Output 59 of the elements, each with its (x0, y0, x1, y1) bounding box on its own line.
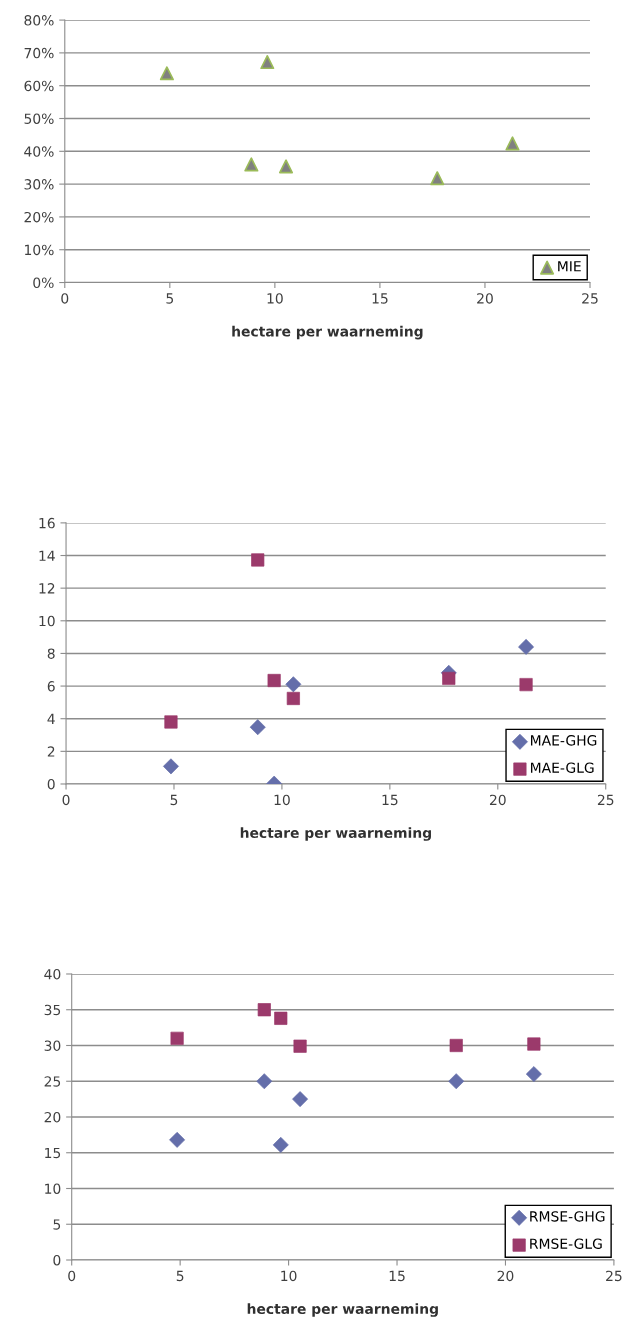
x-tick-label: 25 (606, 1270, 622, 1282)
x-tick-label: 10 (274, 794, 290, 806)
x-tick-label: 0 (61, 293, 69, 304)
y-tick-label: 35 (44, 1004, 61, 1016)
y-tick-label: 60% (24, 80, 54, 92)
x-tick-label: 25 (597, 794, 614, 806)
x-axis-title: hectare per waarneming (232, 325, 423, 340)
y-tick-label: 40 (44, 968, 61, 980)
x-tick-label: 20 (489, 794, 506, 806)
point (244, 157, 259, 172)
y-tick-label: 16 (39, 517, 55, 529)
x-tick-label: 15 (382, 794, 398, 806)
point (430, 171, 445, 186)
y-tick-label: 25 (44, 1076, 61, 1087)
x-tick-label: 25 (582, 293, 598, 304)
y-tick-label: 8 (47, 648, 55, 659)
point (278, 159, 294, 174)
legend-label: MIE (558, 261, 581, 272)
y-tick-label: 20% (24, 211, 54, 223)
y-tick-label: 50% (24, 113, 54, 124)
y-tick-label: 10% (25, 244, 54, 256)
y-tick-label: 0% (33, 277, 54, 288)
y-tick-label: 80% (24, 15, 54, 26)
y-tick-label: 70% (24, 47, 54, 59)
x-tick-label: 15 (372, 293, 388, 304)
y-tick-label: 4 (47, 713, 55, 724)
y-tick-label: 2 (47, 746, 55, 757)
y-tick-label: 0 (53, 1254, 61, 1266)
legend-label: RMSE-GLG (530, 1238, 602, 1249)
x-axis-title: hectare per waarneming (247, 1303, 438, 1317)
x-tick-label: 5 (176, 1270, 184, 1282)
y-tick-label: 5 (53, 1219, 61, 1230)
y-tick-label: 14 (39, 550, 55, 561)
y-tick-label: 20 (44, 1111, 61, 1123)
y-tick-label: 12 (39, 583, 55, 594)
point (260, 55, 275, 70)
y-tick-label: 15 (45, 1147, 61, 1159)
y-tick-label: 6 (47, 681, 55, 692)
y-tick-label: 40% (24, 146, 54, 157)
x-tick-label: 10 (267, 293, 283, 304)
legend-label: MAE-GHG (531, 735, 597, 746)
point (159, 66, 174, 81)
x-tick-label: 15 (389, 1270, 405, 1282)
x-tick-label: 5 (170, 794, 178, 806)
x-tick-label: 0 (62, 794, 70, 806)
y-tick-label: 30 (44, 1040, 61, 1051)
legend-label: RMSE-GHG (530, 1211, 605, 1222)
x-tick-label: 20 (477, 293, 493, 304)
y-tick-label: 10 (39, 615, 55, 627)
point (505, 136, 520, 151)
y-tick-label: 0 (47, 778, 55, 790)
legend-label: MAE-GLG (531, 762, 594, 773)
x-tick-label: 5 (166, 293, 174, 304)
x-axis-title: hectare per waarneming (240, 827, 431, 841)
x-tick-label: 10 (281, 1270, 297, 1282)
x-tick-label: 0 (68, 1270, 76, 1282)
y-tick-label: 10 (45, 1183, 61, 1194)
x-tick-label: 20 (497, 1270, 514, 1282)
y-tick-label: 30% (24, 179, 54, 190)
